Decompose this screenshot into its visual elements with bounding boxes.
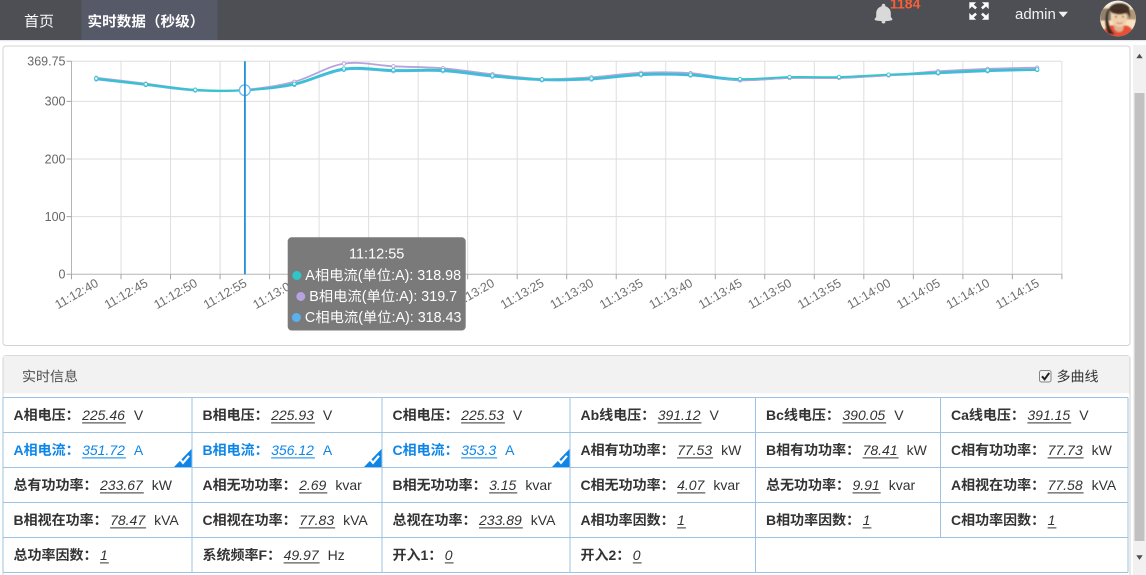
svg-text:200: 200	[45, 152, 66, 166]
svg-text:1: 1	[100, 547, 108, 563]
svg-text:kW: kW	[1092, 442, 1113, 458]
svg-text:4.07: 4.07	[677, 477, 705, 493]
svg-text:kVA: kVA	[1092, 477, 1117, 493]
svg-text:233.67: 233.67	[99, 477, 144, 493]
svg-text:C: C	[951, 442, 961, 458]
svg-text:3.15: 3.15	[489, 477, 516, 493]
svg-text:C: C	[393, 407, 403, 423]
svg-text:kvar: kvar	[713, 477, 740, 493]
svg-text:V: V	[1079, 407, 1089, 423]
svg-text:kvar: kvar	[525, 477, 552, 493]
svg-text:F: F	[259, 547, 268, 563]
svg-text:C: C	[581, 477, 591, 493]
svg-text:kW: kW	[152, 477, 173, 493]
svg-text:A: A	[305, 268, 315, 284]
svg-text:kVA: kVA	[343, 512, 368, 528]
svg-text:391.15: 391.15	[1027, 407, 1070, 423]
svg-text::A): 318.43: :A): 318.43	[392, 310, 462, 326]
svg-text:kVA: kVA	[531, 512, 556, 528]
svg-text:A: A	[505, 442, 515, 458]
svg-text:300: 300	[45, 95, 66, 109]
svg-text:A: A	[581, 442, 591, 458]
svg-text:49.97: 49.97	[284, 547, 320, 563]
svg-text:A: A	[14, 407, 24, 423]
svg-text:V: V	[710, 407, 720, 423]
svg-text:Ab: Ab	[581, 407, 600, 423]
svg-text:390.05: 390.05	[842, 407, 885, 423]
svg-text:1: 1	[421, 547, 429, 563]
svg-text:77.83: 77.83	[299, 512, 334, 528]
svg-text:V: V	[323, 407, 333, 423]
svg-text:B: B	[14, 512, 24, 528]
svg-text:kW: kW	[721, 442, 742, 458]
svg-text:B: B	[393, 477, 403, 493]
svg-text:A: A	[14, 442, 24, 458]
svg-text:V: V	[894, 407, 904, 423]
svg-text:225.93: 225.93	[270, 407, 314, 423]
svg-text:77.58: 77.58	[1048, 477, 1083, 493]
svg-text:Hz: Hz	[328, 547, 345, 563]
svg-text:391.12: 391.12	[658, 407, 701, 423]
svg-text:A: A	[581, 512, 591, 528]
svg-text:0: 0	[633, 547, 641, 563]
svg-text:369.75: 369.75	[27, 55, 65, 69]
svg-text:78.41: 78.41	[863, 442, 898, 458]
svg-text:C: C	[305, 310, 315, 326]
svg-text:233.89: 233.89	[478, 512, 522, 528]
svg-text:A: A	[203, 477, 213, 493]
svg-text:C: C	[393, 442, 403, 458]
svg-text:100: 100	[45, 210, 66, 224]
svg-text:77.73: 77.73	[1048, 442, 1083, 458]
svg-text:admin: admin	[1015, 6, 1056, 23]
svg-text:Bc: Bc	[766, 407, 784, 423]
svg-text:C: C	[951, 512, 961, 528]
svg-text::A): 319.7: :A): 319.7	[395, 289, 457, 305]
svg-text:353.3: 353.3	[461, 442, 496, 458]
svg-text:B: B	[309, 289, 319, 305]
svg-text:B: B	[203, 442, 213, 458]
svg-text:B: B	[203, 407, 213, 423]
svg-text:0: 0	[59, 268, 66, 282]
svg-text:78.47: 78.47	[110, 512, 146, 528]
svg-text:2.69: 2.69	[298, 477, 326, 493]
svg-text:1: 1	[1048, 512, 1056, 528]
svg-text:11:12:55: 11:12:55	[349, 246, 404, 262]
svg-text:356.12: 356.12	[271, 442, 314, 458]
svg-text:77.53: 77.53	[677, 442, 712, 458]
svg-text:kW: kW	[907, 442, 928, 458]
svg-text:V: V	[134, 407, 144, 423]
svg-text:2: 2	[609, 547, 617, 563]
svg-text:(: (	[358, 310, 363, 326]
svg-text:1: 1	[863, 512, 871, 528]
svg-text:B: B	[766, 442, 776, 458]
svg-text:351.72: 351.72	[82, 442, 125, 458]
svg-text:kvar: kvar	[889, 477, 916, 493]
svg-text:A: A	[323, 442, 333, 458]
svg-text:1184: 1184	[890, 0, 921, 12]
svg-text:C: C	[203, 512, 213, 528]
svg-text::A): 318.98: :A): 318.98	[391, 268, 461, 284]
svg-text:(: (	[358, 268, 363, 284]
svg-text:kVA: kVA	[154, 512, 179, 528]
svg-text:1: 1	[677, 512, 685, 528]
svg-text:A: A	[951, 477, 961, 493]
svg-text:Ca: Ca	[951, 407, 969, 423]
svg-text:kvar: kvar	[335, 477, 362, 493]
svg-text:0: 0	[445, 547, 453, 563]
svg-text:9.91: 9.91	[853, 477, 880, 493]
svg-text:V: V	[513, 407, 523, 423]
svg-text:225.53: 225.53	[460, 407, 504, 423]
svg-text:B: B	[766, 512, 776, 528]
svg-text:A: A	[134, 442, 144, 458]
svg-text:225.46: 225.46	[81, 407, 125, 423]
svg-text:(: (	[362, 289, 367, 305]
